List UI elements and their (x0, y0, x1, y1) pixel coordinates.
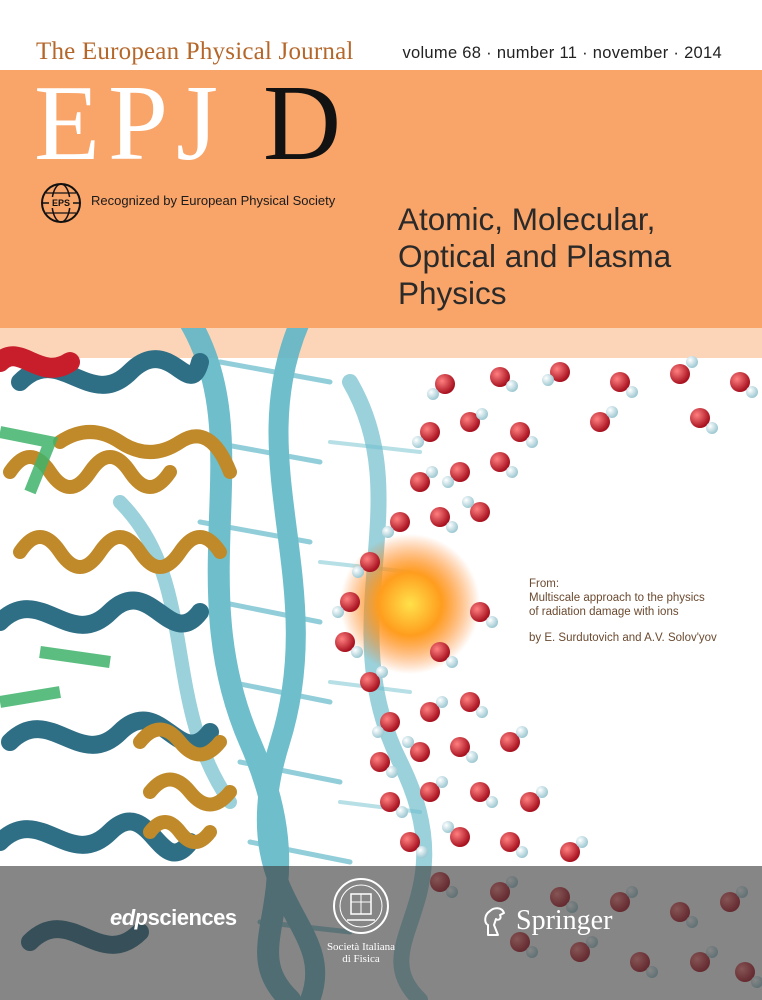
journal-series-letter: D (263, 64, 341, 183)
springer-name: Springer (516, 905, 613, 936)
journal-subject: Atomic, Molecular, Optical and Plasma Ph… (398, 201, 671, 312)
edp-logo-suffix: sciences (147, 905, 237, 930)
journal-name: The European Physical Journal (36, 38, 354, 65)
edp-sciences-logo: edpsciences (110, 905, 237, 931)
issue-info: volume 68 · number 11 · november · 2014 (402, 44, 722, 62)
journal-title-epj: EPJ (34, 64, 227, 183)
subject-line-1: Atomic, Molecular, (398, 201, 656, 237)
title-band (0, 70, 762, 328)
society-recognition: Recognized by European Physical Society (91, 193, 336, 208)
sif-name-line-2: di Fisica (342, 953, 380, 965)
eps-logo-text: EPS (52, 198, 70, 208)
springer-logo: Springer (480, 905, 612, 937)
sif-name-line-1: Società Italiana (326, 941, 396, 953)
subject-line-3: Physics (398, 275, 507, 311)
subject-line-2: Optical and Plasma (398, 238, 672, 274)
credit-title-line-2: of radiation damage with ions (529, 606, 679, 618)
sif-emblem-icon (333, 878, 389, 934)
sif-logo: Società Italiana di Fisica (318, 876, 404, 965)
edp-logo-prefix: edp (110, 905, 148, 930)
cover-article-credit: From: Multiscale approach to the physics… (529, 577, 717, 645)
springer-horse-icon (484, 907, 505, 936)
credit-authors: by E. Surdutovich and A.V. Solov'yov (529, 632, 717, 644)
credit-from: From: (529, 578, 560, 590)
eps-globe-icon: EPS (41, 183, 81, 223)
credit-title-line-1: Multiscale approach to the physics (529, 592, 705, 604)
